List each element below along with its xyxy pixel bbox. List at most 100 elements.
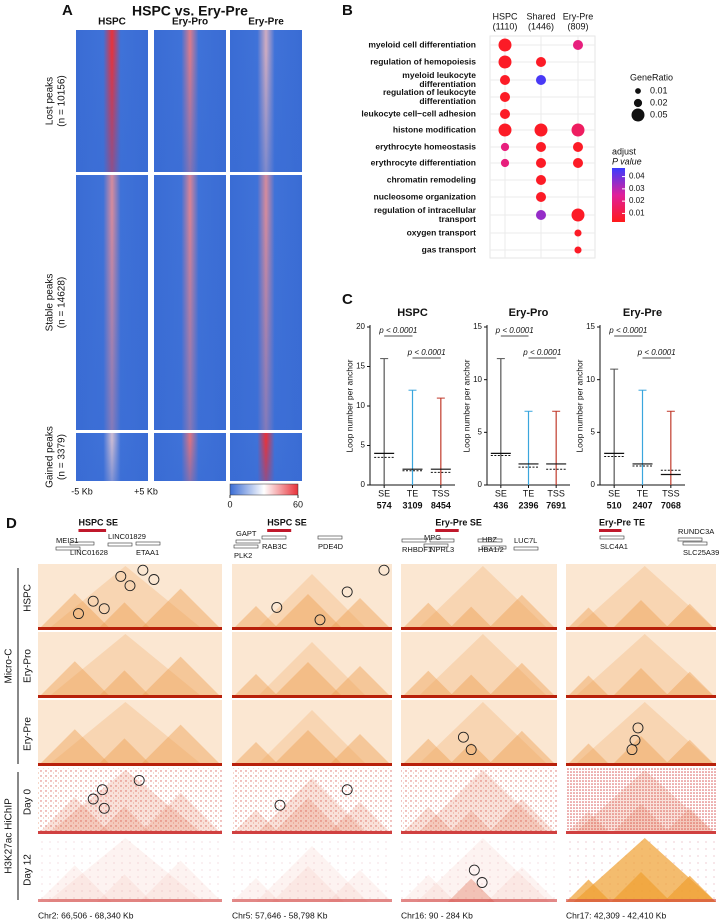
y-tick-label: 5 — [591, 427, 596, 436]
tad — [663, 807, 716, 834]
panel-label: C — [342, 291, 353, 308]
diagonal — [38, 763, 222, 766]
diagonal — [38, 899, 222, 902]
dot — [535, 141, 547, 153]
contact-map — [38, 632, 222, 698]
dot — [499, 108, 511, 120]
gene-label: MPG — [424, 533, 441, 542]
heatmap-fade — [154, 51, 226, 172]
tad — [139, 656, 222, 698]
gene-box — [317, 535, 343, 540]
gene-label: GAPT — [236, 529, 257, 538]
heatmap-fade — [230, 440, 302, 481]
diagonal — [566, 899, 716, 902]
gene-box — [429, 538, 455, 543]
gene-label: RHBDF1 — [402, 545, 432, 554]
loop-marker — [274, 799, 286, 811]
tad — [663, 739, 716, 766]
x-label: +5 Kb — [134, 486, 158, 496]
tad — [566, 675, 611, 698]
section-count: (n = 10156) — [57, 75, 68, 126]
tad — [256, 846, 368, 902]
diagonal — [38, 831, 222, 834]
loop-marker — [626, 744, 638, 756]
tad — [256, 574, 368, 630]
loop-marker — [457, 731, 469, 743]
dot — [572, 141, 584, 153]
tad — [566, 811, 611, 834]
term-label: erythrocyte homeostasis — [375, 141, 476, 151]
y-axis-label: Loop number per anchor — [461, 359, 471, 452]
dot — [572, 157, 584, 169]
x-tick-label: SE — [495, 488, 507, 498]
diagonal — [401, 695, 557, 698]
subplot-title: Ery-Pre — [623, 307, 662, 319]
contact-map — [566, 564, 716, 630]
loop-marker — [73, 608, 84, 620]
gene-label: LINC01829 — [108, 532, 146, 541]
legend-dot — [635, 88, 641, 94]
count-label: 3109 — [402, 500, 422, 510]
y-tick-label: 15 — [586, 322, 595, 331]
tad — [47, 634, 204, 698]
panel-label: A — [62, 2, 73, 19]
tad — [38, 797, 112, 834]
heatmap-fade — [76, 213, 148, 430]
tad — [96, 738, 153, 766]
row-label: Day 12 — [23, 854, 34, 886]
column-count: (1446) — [528, 21, 554, 31]
tad — [232, 674, 280, 698]
tad — [447, 810, 495, 834]
term-label: erythrocyte differentiation — [371, 157, 476, 167]
dot — [499, 91, 511, 103]
tad — [447, 606, 495, 630]
gene-box — [682, 541, 708, 546]
y-tick-label: 0 — [478, 480, 483, 489]
tad — [573, 566, 716, 630]
tad — [139, 860, 222, 902]
contact-map — [401, 768, 557, 834]
tad — [139, 588, 222, 630]
tad — [401, 806, 456, 834]
term-label: leukocyte cell−cell adhesion — [361, 108, 476, 118]
tad — [139, 724, 222, 766]
gene-box — [233, 544, 259, 549]
tad — [486, 798, 557, 834]
gene-label: LUC7L — [514, 536, 537, 545]
dot — [571, 208, 585, 222]
dot — [499, 74, 511, 86]
row-label: HSPC — [23, 584, 34, 612]
loop-marker — [476, 877, 488, 888]
dot — [535, 191, 547, 203]
dot — [535, 209, 547, 221]
contact-map — [232, 700, 392, 766]
y-axis-label: Loop number per anchor — [344, 359, 354, 452]
term-label: myeloid leukocyte — [402, 70, 476, 80]
gene-box — [261, 535, 287, 540]
term-label: gas transport — [422, 244, 476, 254]
colorbar-tick-label: 0.01 — [629, 209, 645, 218]
diagonal — [38, 627, 222, 630]
tad — [573, 770, 716, 834]
legend-dot — [633, 98, 643, 108]
dot — [571, 123, 585, 137]
diagonal — [232, 763, 392, 766]
y-tick-label: 20 — [356, 322, 365, 331]
loop-marker — [314, 614, 326, 626]
tad — [38, 729, 112, 766]
gene-label: HBA1/2 — [478, 545, 504, 554]
diagonal — [232, 899, 392, 902]
dot — [574, 246, 582, 254]
term-label: regulation of intracellular — [374, 205, 477, 215]
tad — [328, 870, 392, 902]
contact-map — [38, 564, 222, 630]
count-label: 8454 — [431, 500, 451, 510]
tad — [416, 566, 550, 630]
count-label: 7068 — [661, 500, 681, 510]
diagonal — [38, 695, 222, 698]
section-label: Lost peaks — [45, 77, 56, 125]
gene-label: ETAA1 — [136, 548, 159, 557]
tad — [611, 804, 671, 834]
term-label: oxygen transport — [407, 227, 477, 237]
gene-box — [69, 541, 95, 546]
